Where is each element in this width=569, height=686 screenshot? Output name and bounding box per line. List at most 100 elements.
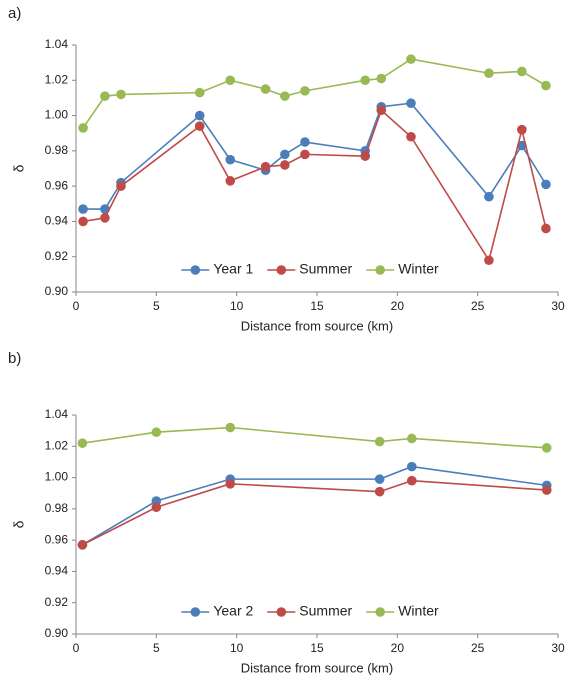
x-tick-label: 25	[471, 299, 485, 313]
y-tick-label: 0.96	[45, 178, 69, 192]
y-tick-label: 0.90	[45, 626, 69, 640]
data-point	[541, 80, 551, 91]
x-tick-label: 25	[471, 641, 485, 655]
data-point	[77, 438, 88, 448]
y-tick-label: 0.90	[45, 284, 69, 298]
y-tick-label: 0.92	[45, 249, 69, 263]
y-tick-label: 1.02	[45, 72, 69, 86]
data-point	[78, 204, 88, 214]
x-tick-label: 10	[230, 641, 244, 655]
legend-marker	[190, 265, 201, 275]
x-tick-label: 10	[230, 299, 244, 313]
data-point	[484, 255, 494, 266]
data-point	[406, 461, 417, 472]
data-point	[280, 149, 290, 160]
data-point	[225, 176, 236, 186]
data-point	[406, 433, 417, 444]
y-tick-label: 1.04	[45, 37, 69, 51]
y-tick-label: 0.98	[45, 501, 69, 515]
x-tick-label: 15	[310, 641, 324, 655]
legend-label: Year 2	[213, 603, 253, 619]
data-point	[517, 124, 527, 135]
legend-label: Summer	[299, 603, 352, 619]
data-point	[406, 54, 416, 64]
y-tick-label: 0.96	[45, 532, 69, 546]
series-line	[82, 479, 547, 546]
data-point	[541, 179, 551, 190]
data-point	[151, 427, 162, 438]
data-point	[517, 140, 527, 151]
x-tick-label: 30	[551, 299, 565, 313]
legend-marker	[190, 607, 201, 617]
data-point	[100, 91, 110, 101]
y-tick-label: 1.04	[45, 407, 69, 421]
data-point	[78, 216, 88, 227]
data-point	[541, 443, 552, 453]
y-tick-label: 1.00	[45, 470, 69, 484]
y-tick-label: 0.92	[45, 595, 69, 609]
data-point	[374, 474, 385, 484]
y-tick-label: 0.94	[45, 564, 69, 578]
data-point	[225, 154, 236, 165]
data-point	[77, 540, 88, 550]
legend-marker	[375, 265, 386, 275]
data-point	[194, 110, 205, 121]
panel-label: a)	[8, 5, 21, 22]
x-tick-label: 0	[73, 299, 80, 313]
data-point	[360, 151, 371, 161]
data-point	[374, 436, 385, 447]
data-point	[406, 131, 416, 142]
data-point	[260, 161, 271, 172]
x-tick-label: 0	[73, 641, 80, 655]
x-tick-label: 30	[551, 641, 565, 655]
data-point	[260, 84, 271, 94]
data-point	[376, 73, 387, 84]
data-point	[374, 486, 385, 497]
data-point	[300, 86, 310, 96]
data-point	[300, 149, 310, 160]
data-point	[280, 91, 290, 101]
x-tick-label: 5	[153, 641, 160, 655]
data-point	[360, 75, 371, 86]
data-point	[280, 160, 290, 170]
data-point	[225, 75, 236, 86]
data-point	[100, 213, 110, 223]
data-point	[406, 475, 417, 486]
series-line	[83, 102, 547, 210]
legend-label: Summer	[299, 261, 352, 277]
data-point	[116, 181, 126, 191]
legend-label: Year 1	[213, 261, 253, 277]
data-point	[78, 123, 88, 133]
legend-label: Winter	[398, 603, 439, 619]
series-line	[82, 58, 547, 129]
y-axis-title: δ	[11, 164, 27, 172]
x-tick-label: 20	[391, 299, 405, 313]
x-axis-title: Distance from source (km)	[241, 318, 393, 333]
data-point	[116, 89, 126, 100]
data-point	[194, 121, 205, 131]
series-line	[82, 426, 547, 449]
legend-label: Winter	[398, 261, 439, 277]
data-point	[225, 479, 236, 489]
x-tick-label: 20	[391, 641, 405, 655]
x-tick-label: 5	[153, 299, 160, 313]
legend-marker	[276, 607, 287, 617]
data-point	[194, 87, 205, 98]
data-point	[517, 66, 527, 77]
x-axis-title: Distance from source (km)	[241, 660, 393, 675]
legend-marker	[375, 607, 386, 617]
series-line	[82, 465, 547, 546]
data-point	[376, 105, 387, 116]
data-point	[406, 98, 416, 109]
legend-marker	[276, 265, 287, 275]
data-point	[300, 137, 310, 147]
data-point	[484, 191, 494, 202]
data-point	[484, 68, 494, 79]
data-point	[541, 223, 551, 234]
series-line	[82, 108, 547, 263]
data-point	[225, 422, 236, 433]
data-point	[151, 502, 162, 513]
data-point	[541, 485, 552, 495]
y-tick-label: 0.94	[45, 214, 69, 228]
